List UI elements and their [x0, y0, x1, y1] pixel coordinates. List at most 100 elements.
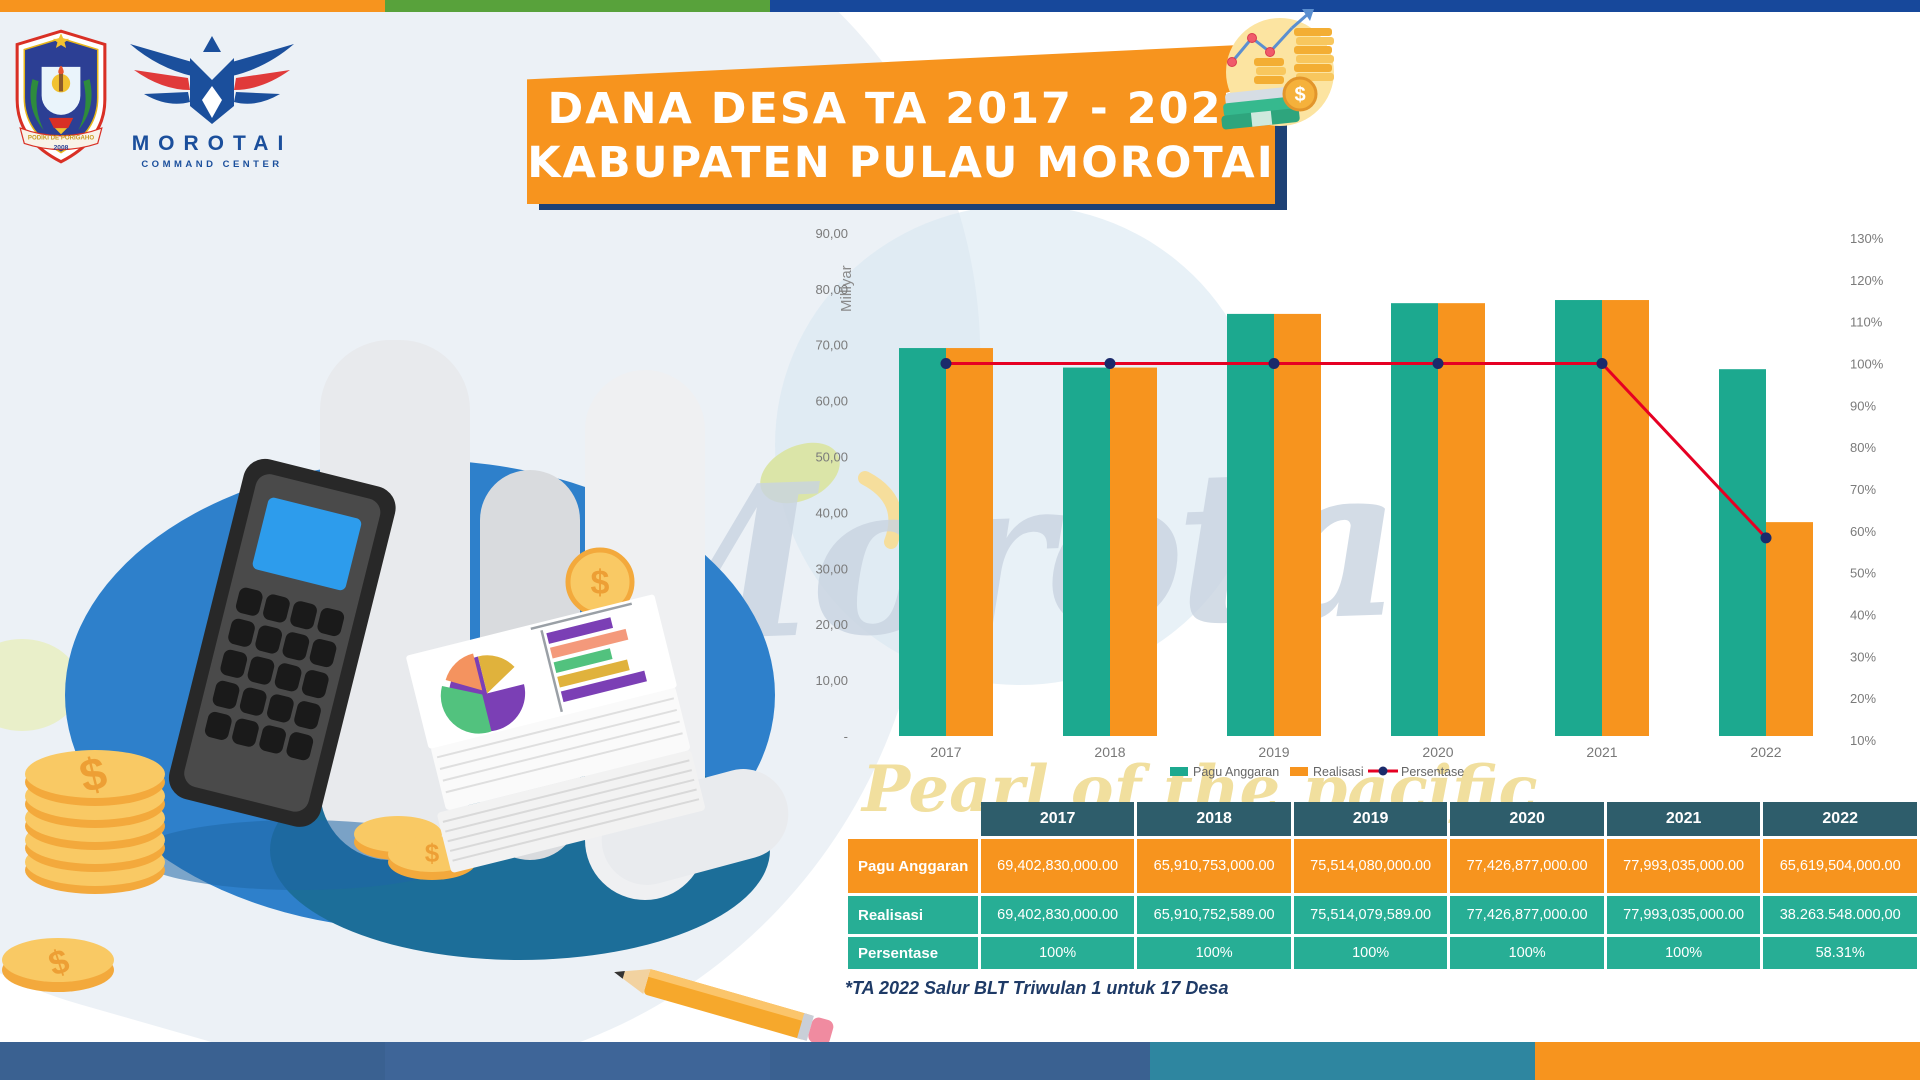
- table-row-label: Pagu Anggaran: [848, 839, 978, 893]
- bar-realisasi-2020: [1438, 303, 1485, 736]
- top-bar-orange-segment: [0, 0, 385, 12]
- crest-star: [52, 33, 70, 49]
- crest-wreath-left: [30, 79, 44, 131]
- legend-marker-persentase: [1378, 766, 1388, 776]
- bottom-bar-teal-segment: [1150, 1042, 1535, 1080]
- table-value-cell: 38.263.548.000,00: [1763, 896, 1917, 934]
- dana-desa-combo-chart: Milliyar 90,00 80,00 70,00 60,00 50,00 40,00 30…: [815, 226, 1884, 779]
- bar-pagu-2022: [1719, 369, 1766, 736]
- bottom-bar-orange-segment: [1535, 1042, 1920, 1080]
- table-value-cell: 69,402,830,000.00: [980, 896, 1135, 934]
- svg-text:$: $: [425, 838, 440, 868]
- calculator-keys: [204, 587, 345, 761]
- left-axis-tick: 20,00: [815, 617, 848, 632]
- table-row-label: Persentase: [848, 937, 978, 969]
- page-title-line1: DANA DESA TA 2017 - 2022: [547, 84, 1255, 134]
- right-axis-tick: 110%: [1850, 315, 1883, 330]
- persentase-marker-2019: [1268, 357, 1280, 369]
- table-value-cell: 65,910,753,000.00: [1137, 839, 1291, 893]
- crest-wreath-right: [78, 79, 92, 131]
- coin-pair-bottom: $: [354, 816, 476, 880]
- bar-realisasi-2017: [946, 348, 993, 736]
- legend-label-pagu: Pagu Anggaran: [1193, 765, 1279, 779]
- bottom-bar-blue-segment-1: [0, 1042, 385, 1080]
- legend-label-persentase: Persentase: [1401, 765, 1464, 779]
- table-value-cell: 77,993,035,000.00: [1606, 896, 1761, 934]
- dana-desa-table: 2017 2018 2019 2020 2021 2022 Pagu Anggaran 69,…: [845, 799, 1920, 972]
- bar-realisasi-2019: [1274, 313, 1321, 736]
- bar-pagu-2019: [1227, 313, 1274, 736]
- svg-text:$: $: [591, 564, 610, 602]
- crest-torch: [58, 73, 64, 92]
- bottom-bar-blue-segment-2: [385, 1042, 770, 1080]
- dollar-coin-icon: [1282, 76, 1318, 112]
- crest-base-gold: [54, 128, 68, 135]
- calculator-screen: [252, 497, 362, 591]
- table-value-cell: 58.31%: [1763, 937, 1917, 969]
- crest-ribbon: [19, 127, 103, 151]
- bottom-bar-blue-segment-3: [770, 1042, 1150, 1080]
- legend-swatch-realisasi: [1290, 767, 1308, 776]
- persentase-marker-2020: [1432, 357, 1444, 369]
- page-title-line2: KABUPATEN PULAU MOROTAI: [527, 138, 1275, 188]
- right-axis-tick: 10%: [1850, 733, 1876, 748]
- left-axis-tick: 40,00: [815, 505, 848, 520]
- growth-line-icon: [1227, 9, 1314, 67]
- table-value-cell: 100%: [1137, 937, 1291, 969]
- left-axis-title: Milliyar: [838, 265, 855, 312]
- table-corner-cell: [848, 802, 978, 836]
- svg-text:$: $: [1294, 84, 1305, 106]
- table-value-cell: 77,426,877,000.00: [1450, 896, 1604, 934]
- calculator: [168, 458, 396, 827]
- title-banner: DANA DESA TA 2017 - 2022 KABUPATEN PULAU…: [527, 40, 1287, 210]
- bar-realisasi-2022: [1766, 522, 1813, 736]
- x-axis-label: 2017: [930, 744, 961, 760]
- table-year-header: 2021: [1606, 802, 1761, 836]
- bar-pagu-2021: [1555, 300, 1602, 736]
- crest-motto-text: PODIKI DE PORIGAHO: [28, 134, 94, 141]
- bar-pagu-2020: [1391, 303, 1438, 736]
- right-axis-tick: 30%: [1850, 649, 1876, 664]
- paper-bar-chart: [530, 602, 647, 713]
- right-axis-tick: 40%: [1850, 607, 1876, 622]
- crest-base: [48, 117, 74, 129]
- table-value-cell: 75,514,080,000.00: [1293, 839, 1448, 893]
- table-value-cell: 77,426,877,000.00: [1450, 839, 1604, 893]
- cash-stack-icon: [1221, 86, 1300, 130]
- right-axis-tick: 60%: [1850, 524, 1876, 539]
- right-axis-tick: 90%: [1850, 398, 1876, 413]
- bar-pagu-2018: [1063, 367, 1110, 736]
- persentase-marker-2017: [940, 357, 952, 369]
- coin-stack-icon: [1254, 28, 1334, 84]
- x-axis-label: 2021: [1586, 744, 1617, 760]
- banner-face: DANA DESA TA 2017 - 2022 KABUPATEN PULAU…: [527, 43, 1275, 204]
- olive-blob-left: [0, 639, 80, 731]
- table-year-header: 2019: [1293, 802, 1448, 836]
- bar-pagu-2017: [899, 348, 946, 736]
- right-axis-tick: 70%: [1850, 482, 1876, 497]
- left-axis-tick: 10,00: [815, 673, 848, 688]
- eagle-icon: [130, 36, 294, 124]
- persentase-marker-2018: [1104, 357, 1116, 369]
- table-value-cell: 100%: [1293, 937, 1448, 969]
- legend-label-realisasi: Realisasi: [1313, 765, 1364, 779]
- top-bar-blue-segment: [770, 0, 1920, 12]
- right-axis-tick: 100%: [1850, 356, 1884, 371]
- left-axis-tick: 70,00: [815, 338, 848, 353]
- table-value-cell: 69,402,830,000.00: [980, 839, 1135, 893]
- command-center-logo: MOROTAI COMMAND CENTER: [130, 36, 294, 170]
- top-bar-green-segment: [385, 0, 770, 12]
- table-value-cell: 100%: [1606, 937, 1761, 969]
- report-paper-stack: [406, 594, 705, 873]
- table-value-cell: 75,514,079,589.00: [1293, 896, 1448, 934]
- bar-realisasi-2021: [1602, 300, 1649, 736]
- persentase-marker-2022: [1760, 532, 1772, 544]
- finance-illustration: $ $ $ $: [2, 340, 834, 1042]
- yellow-crescent: [858, 471, 903, 549]
- regency-crest-logo: PODIKI DE PORIGAHO 2008: [15, 29, 107, 164]
- olive-blob: [760, 442, 840, 504]
- table-year-header: 2020: [1450, 802, 1604, 836]
- left-axis-tick: 60,00: [815, 394, 848, 409]
- table-year-header: 2017: [980, 802, 1135, 836]
